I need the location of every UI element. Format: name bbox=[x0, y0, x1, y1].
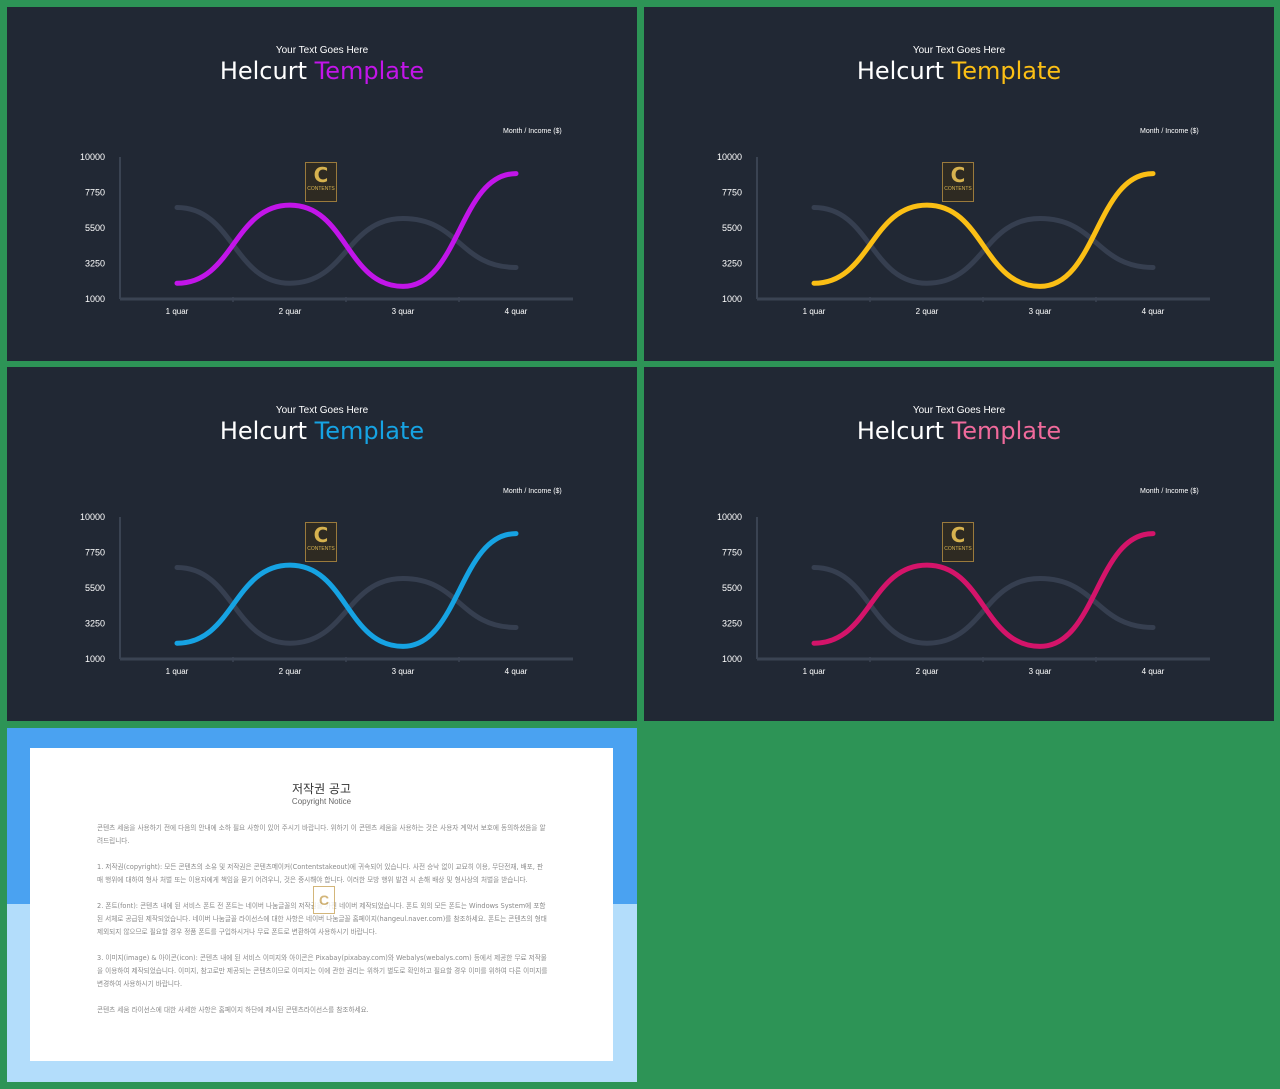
line-chart: 10000 7750 5500 3250 1000 1 quar 2 quar 3 quar 4… bbox=[717, 512, 1210, 676]
x-tick-label: 2 quar bbox=[916, 667, 939, 676]
title-main: Helcurt bbox=[856, 57, 944, 85]
y-tick-label: 7750 bbox=[722, 548, 742, 558]
x-tick-label: 4 quar bbox=[505, 307, 528, 316]
y-tick-label: 10000 bbox=[717, 512, 742, 522]
y-tick-label: 7750 bbox=[722, 188, 742, 198]
x-tick-label: 1 quar bbox=[803, 667, 826, 676]
notice-paragraph: 콘텐츠 세움 라이선스에 대한 사세한 사항은 홈페이지 하단에 제시된 콘텐츠… bbox=[97, 1006, 369, 1014]
y-tick-label: 5500 bbox=[85, 223, 105, 233]
chart-slide: Your Text Goes Here Helcurt Template Month… bbox=[644, 367, 1274, 721]
contents-logo-icon: C CONTENTS bbox=[942, 522, 974, 562]
title-accent: Template bbox=[951, 417, 1062, 445]
y-tick-label: 1000 bbox=[722, 294, 742, 304]
y-tick-label: 1000 bbox=[722, 654, 742, 664]
title-accent: Template bbox=[951, 57, 1062, 85]
slide-title: Helcurt Template bbox=[7, 57, 637, 85]
slide-subtitle: Your Text Goes Here bbox=[912, 45, 1006, 56]
notice-title: 저작권 공고 bbox=[291, 782, 351, 796]
chart-slide: Your Text Goes Here Helcurt Template Month… bbox=[644, 7, 1274, 361]
y-tick-label: 1000 bbox=[85, 654, 105, 664]
notice-paragraph: 콘텐츠 세움을 사용하기 전에 다음의 안내에 소하 필요 사항이 있어 주시기… bbox=[97, 824, 546, 845]
x-tick-label: 4 quar bbox=[1142, 667, 1165, 676]
unit-label: Month / Income ($) bbox=[503, 488, 562, 495]
x-tick-label: 3 quar bbox=[392, 667, 415, 676]
contents-logo-icon: C CONTENTS bbox=[305, 522, 337, 562]
unit-label: Month / Income ($) bbox=[1140, 128, 1199, 135]
slide-subtitle: Your Text Goes Here bbox=[275, 45, 369, 56]
notice-paragraph: 1. 저작권(copyright): 모든 콘텐츠의 소유 및 저작권은 콘텐츠… bbox=[97, 863, 544, 884]
series-line-accent bbox=[811, 531, 1156, 649]
y-tick-label: 7750 bbox=[85, 548, 105, 558]
slide-title: Helcurt Template bbox=[644, 57, 1274, 85]
x-tick-label: 1 quar bbox=[166, 307, 189, 316]
chart-slide: Your Text Goes Here Helcurt Template Month… bbox=[7, 7, 637, 361]
title-accent: Template bbox=[314, 417, 425, 445]
series-line-accent bbox=[174, 171, 519, 289]
y-tick-label: 7750 bbox=[85, 188, 105, 198]
line-chart: 10000 7750 5500 3250 1000 1 quar 2 quar 3 quar 4… bbox=[717, 152, 1210, 316]
contents-logo-icon: C CONTENTS bbox=[305, 162, 337, 202]
line-chart: 10000 7750 5500 3250 1000 1 quar 2 quar 3 quar 4… bbox=[80, 152, 573, 316]
title-main: Helcurt bbox=[856, 417, 944, 445]
unit-label: Month / Income ($) bbox=[503, 128, 562, 135]
slide-title: Helcurt Template bbox=[7, 417, 637, 445]
x-tick-label: 3 quar bbox=[392, 307, 415, 316]
notice-card: 저작권 공고 Copyright Notice 콘텐츠 세움을 사용하기 전에 … bbox=[30, 748, 613, 1061]
y-tick-label: 5500 bbox=[722, 583, 742, 593]
x-tick-label: 1 quar bbox=[166, 667, 189, 676]
title-main: Helcurt bbox=[219, 417, 307, 445]
chart-slide: Your Text Goes Here Helcurt Template Month… bbox=[7, 367, 637, 721]
notice-paragraph: 3. 이미지(image) & 아이콘(icon): 콘텐츠 내에 된 서비스 … bbox=[97, 954, 548, 988]
series-line-accent bbox=[174, 531, 519, 649]
x-tick-label: 4 quar bbox=[505, 667, 528, 676]
x-tick-label: 2 quar bbox=[916, 307, 939, 316]
y-tick-label: 5500 bbox=[85, 583, 105, 593]
y-tick-label: 10000 bbox=[717, 152, 742, 162]
copyright-notice-slide: 저작권 공고 Copyright Notice 콘텐츠 세움을 사용하기 전에 … bbox=[7, 728, 637, 1082]
title-accent: Template bbox=[314, 57, 425, 85]
unit-label: Month / Income ($) bbox=[1140, 488, 1199, 495]
contents-logo-icon: C CONTENTS bbox=[942, 162, 974, 202]
notice-subtitle: Copyright Notice bbox=[291, 797, 352, 806]
y-tick-label: 10000 bbox=[80, 512, 105, 522]
slide-subtitle: Your Text Goes Here bbox=[275, 405, 369, 416]
title-main: Helcurt bbox=[219, 57, 307, 85]
x-tick-label: 3 quar bbox=[1029, 667, 1052, 676]
watermark-logo-icon: C bbox=[313, 886, 335, 914]
y-tick-label: 3250 bbox=[722, 619, 742, 629]
y-tick-label: 3250 bbox=[85, 259, 105, 269]
y-tick-label: 5500 bbox=[722, 223, 742, 233]
y-tick-label: 3250 bbox=[85, 619, 105, 629]
slide-subtitle: Your Text Goes Here bbox=[912, 405, 1006, 416]
y-tick-label: 3250 bbox=[722, 259, 742, 269]
y-tick-label: 10000 bbox=[80, 152, 105, 162]
x-tick-label: 4 quar bbox=[1142, 307, 1165, 316]
x-tick-label: 2 quar bbox=[279, 307, 302, 316]
y-tick-label: 1000 bbox=[85, 294, 105, 304]
x-tick-label: 1 quar bbox=[803, 307, 826, 316]
x-tick-label: 3 quar bbox=[1029, 307, 1052, 316]
line-chart: 10000 7750 5500 3250 1000 1 quar 2 quar 3 quar 4… bbox=[80, 512, 573, 676]
notice-body: 콘텐츠 세움을 사용하기 전에 다음의 안내에 소하 필요 사항이 있어 주시기… bbox=[97, 822, 549, 1030]
x-tick-label: 2 quar bbox=[279, 667, 302, 676]
slide-title: Helcurt Template bbox=[644, 417, 1274, 445]
series-line-accent bbox=[811, 171, 1156, 289]
